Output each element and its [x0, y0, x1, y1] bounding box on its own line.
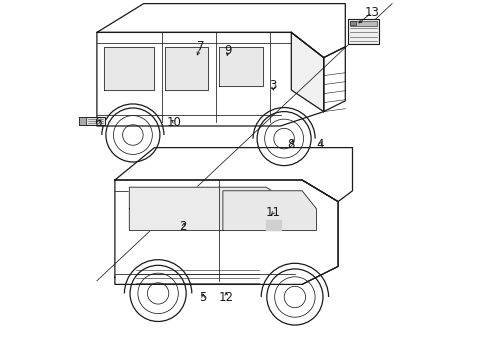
Polygon shape	[165, 47, 208, 90]
Text: 7: 7	[197, 40, 204, 53]
FancyBboxPatch shape	[349, 21, 355, 25]
Polygon shape	[223, 191, 316, 230]
Text: 2: 2	[179, 220, 187, 233]
Polygon shape	[265, 220, 280, 230]
Text: 6: 6	[94, 116, 101, 129]
Polygon shape	[219, 47, 262, 86]
FancyBboxPatch shape	[347, 19, 378, 44]
Polygon shape	[291, 32, 323, 112]
Text: 11: 11	[265, 206, 280, 219]
Text: 8: 8	[287, 138, 294, 151]
Text: 9: 9	[224, 44, 232, 57]
Text: 5: 5	[199, 291, 206, 304]
Text: 12: 12	[219, 291, 234, 304]
FancyBboxPatch shape	[349, 21, 377, 26]
Polygon shape	[104, 47, 154, 90]
Text: 10: 10	[166, 116, 182, 129]
Text: 3: 3	[269, 79, 276, 92]
Text: 4: 4	[316, 138, 323, 151]
Polygon shape	[129, 187, 302, 230]
FancyBboxPatch shape	[79, 117, 104, 125]
FancyBboxPatch shape	[79, 117, 85, 125]
Text: 13: 13	[364, 6, 379, 19]
